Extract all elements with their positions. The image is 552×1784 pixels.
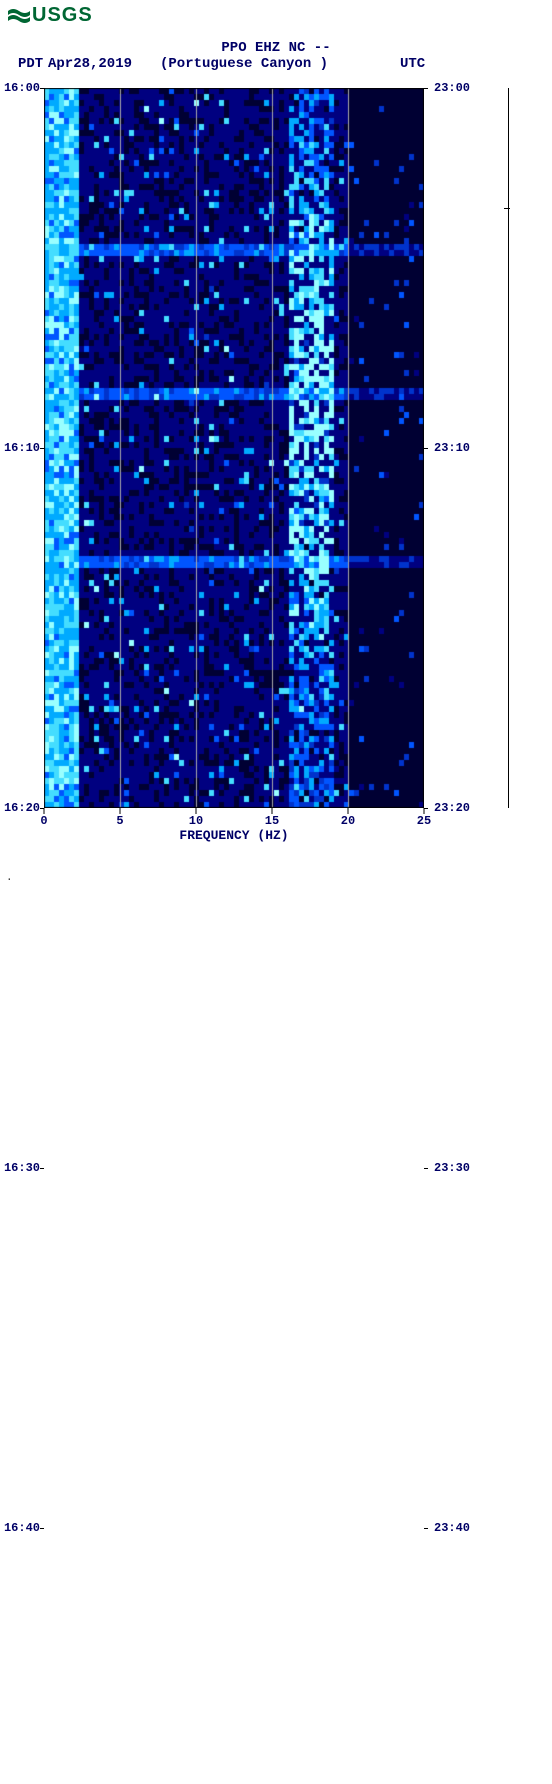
pdt-label: PDT — [18, 56, 43, 72]
side-reference-tick — [504, 208, 510, 209]
side-reference-bar — [508, 88, 509, 808]
y-right-label: 23:10 — [434, 441, 470, 455]
y-left-label: 16:20 — [4, 801, 40, 815]
x-tick-label: 0 — [40, 814, 47, 828]
y-right-time-labels: 23:0023:1023:2023:3023:4023:5000:0000:10… — [428, 88, 478, 808]
utc-label: UTC — [400, 56, 425, 72]
y-right-label: 23:20 — [434, 801, 470, 815]
spectrogram-canvas — [44, 88, 424, 808]
x-tick-label: 5 — [116, 814, 123, 828]
y-right-label: 23:00 — [434, 81, 470, 95]
y-left-label: 16:40 — [4, 1521, 40, 1535]
y-left-time-labels: 16:0016:1016:2016:3016:4016:5017:0017:10… — [0, 88, 44, 808]
y-left-label: 16:00 — [4, 81, 40, 95]
x-tick-label: 20 — [341, 814, 355, 828]
usgs-logo-text: USGS — [32, 4, 93, 27]
station-name: (Portuguese Canyon ) — [160, 56, 328, 72]
footer-mark: . — [6, 872, 13, 884]
station-code-line: PPO EHZ NC -- — [0, 40, 552, 56]
usgs-logo: USGS — [8, 4, 93, 27]
usgs-wave-icon — [8, 7, 30, 25]
y-left-label: 16:10 — [4, 441, 40, 455]
y-left-label: 16:30 — [4, 1161, 40, 1175]
y-right-label: 23:40 — [434, 1521, 470, 1535]
date-label: Apr28,2019 — [48, 56, 132, 72]
x-tick-label: 15 — [265, 814, 279, 828]
x-tick-label: 25 — [417, 814, 431, 828]
spectrogram-plot — [44, 88, 424, 808]
x-axis-title: FREQUENCY (HZ) — [44, 828, 424, 843]
x-tick-label: 10 — [189, 814, 203, 828]
y-right-label: 23:30 — [434, 1161, 470, 1175]
